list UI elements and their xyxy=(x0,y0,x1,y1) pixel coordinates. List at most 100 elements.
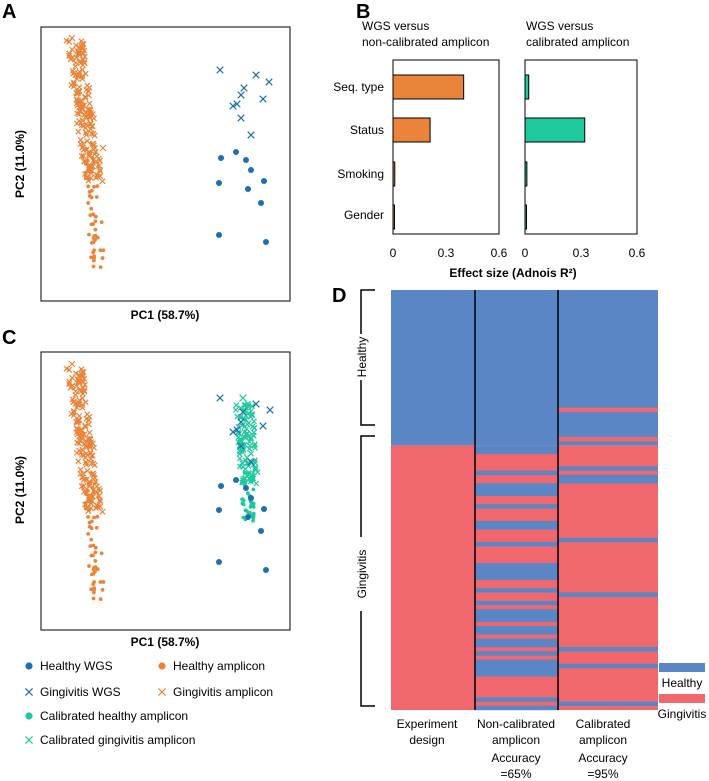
heatmap-cell-misclassified xyxy=(475,705,558,711)
gingivitis-amplicon-point xyxy=(79,404,86,411)
effect-size-bar xyxy=(524,74,530,100)
panel-label-d: D xyxy=(332,285,346,307)
gingivitis-amplicon-point xyxy=(91,481,98,488)
heatmap-cell-misclassified xyxy=(558,474,658,480)
healthy-wgs-point xyxy=(243,157,249,163)
healthy-wgs-point xyxy=(245,186,251,192)
healthy-amplicon-point xyxy=(91,258,96,263)
gingivitis-amplicon-point xyxy=(76,412,83,420)
healthy-amplicon-point xyxy=(96,495,101,499)
healthy-amplicon-point xyxy=(89,170,94,174)
heatmap-cell-misclassified xyxy=(475,487,558,492)
gingivitis-amplicon-point xyxy=(76,51,83,59)
healthy-amplicon-point xyxy=(92,565,97,570)
gingivitis-amplicon-point xyxy=(68,360,76,368)
calibrated-gingivitis-amplicon-point xyxy=(251,424,258,431)
healthy-amplicon-point xyxy=(83,170,88,175)
gingivitis-wgs-point xyxy=(266,406,274,414)
gingivitis-amplicon-point xyxy=(75,128,82,135)
effect-size-bar xyxy=(392,74,465,100)
gingivitis-amplicon-point xyxy=(86,429,93,436)
calibrated-healthy-amplicon-point xyxy=(240,497,245,502)
healthy-amplicon-point xyxy=(89,537,94,542)
panel-b-category-smoking: Smoking xyxy=(337,167,384,181)
healthy-amplicon-point xyxy=(85,158,90,163)
gingivitis-wgs-point xyxy=(265,78,273,86)
panel-b-effect-size: WGS versus non-calibrated amplicon WGS v… xyxy=(333,19,645,280)
panel-b-xlabel-text: Effect size (Adnois R²) xyxy=(449,266,576,280)
healthy-amplicon-point xyxy=(95,503,100,508)
heatmap-cell-misclassified xyxy=(558,437,658,442)
healthy-amplicon-point xyxy=(83,506,88,511)
panel-d-col3-accuracy-label: Accuracy xyxy=(578,751,627,765)
heatmap-cell-misclassified xyxy=(475,588,558,593)
legend-item-label: Healthy WGS xyxy=(40,659,113,673)
gingivitis-amplicon-point xyxy=(96,157,104,164)
healthy-wgs-point xyxy=(248,495,254,501)
gingivitis-amplicon-point xyxy=(66,38,73,45)
gingivitis-wgs-point xyxy=(237,418,245,426)
healthy-amplicon-point xyxy=(89,519,94,524)
healthy-amplicon-point xyxy=(90,572,94,577)
heatmap-cell-misclassified xyxy=(475,613,558,618)
healthy-amplicon-point xyxy=(86,201,91,205)
gingivitis-amplicon-point xyxy=(72,391,79,398)
gingivitis-amplicon-point xyxy=(76,380,83,387)
heatmap-cell-misclassified xyxy=(475,445,558,450)
effect-size-bar xyxy=(392,117,431,143)
legend-cross-marker xyxy=(24,687,34,697)
panel-d-legend-gingivitis-label: Gingivitis xyxy=(658,707,707,721)
gingivitis-amplicon-point xyxy=(91,462,98,469)
healthy-amplicon-point xyxy=(86,184,91,189)
healthy-amplicon-point xyxy=(84,476,89,481)
healthy-amplicon-point xyxy=(89,500,94,505)
panel-b2-title-line2: calibrated amplicon xyxy=(526,35,629,49)
healthy-amplicon-point xyxy=(83,176,88,181)
healthy-amplicon-point xyxy=(98,265,103,270)
calibrated-healthy-amplicon-point xyxy=(241,478,246,482)
healthy-amplicon-point xyxy=(100,256,105,260)
healthy-amplicon-point xyxy=(93,219,98,224)
gingivitis-amplicon-point xyxy=(77,386,84,393)
gingivitis-amplicon-point xyxy=(68,383,75,390)
healthy-amplicon-point xyxy=(95,184,100,188)
gingivitis-wgs-point xyxy=(259,422,267,430)
gingivitis-amplicon-point xyxy=(99,508,106,515)
calibrated-gingivitis-amplicon-point xyxy=(248,450,255,457)
panel-a-pca: PC1 (58.7%) PC2 (11.0%) xyxy=(13,26,291,322)
panel-d-col2-accuracy-label: Accuracy xyxy=(491,751,540,765)
healthy-wgs-point xyxy=(216,180,222,186)
healthy-amplicon-point xyxy=(99,220,104,224)
calibrated-gingivitis-amplicon-point xyxy=(245,403,252,410)
heatmap-cell-misclassified xyxy=(475,525,558,530)
gingivitis-amplicon-point xyxy=(70,69,78,77)
gingivitis-amplicon-point xyxy=(75,419,82,426)
legend-cross-marker xyxy=(24,735,34,745)
gingivitis-amplicon-point xyxy=(69,46,76,53)
heatmap-cell-misclassified xyxy=(475,571,558,576)
gingivitis-amplicon-point xyxy=(85,416,92,423)
calibrated-gingivitis-amplicon-point xyxy=(233,402,240,409)
panel-b2-tick-2: 0.6 xyxy=(629,246,646,260)
gingivitis-amplicon-point xyxy=(74,417,81,424)
heatmap-cell-misclassified xyxy=(475,491,558,496)
scatter-legend: Healthy WGS Healthy amplicon Gingivitis WG… xyxy=(24,659,273,747)
calibrated-healthy-amplicon-point xyxy=(240,501,245,506)
healthy-amplicon-point xyxy=(86,531,91,536)
effect-size-bar xyxy=(392,161,396,187)
legend-item: Calibrated gingivitis amplicon xyxy=(24,733,195,747)
heatmap-cell-misclassified xyxy=(558,701,658,706)
panel-d-gingivitis-bracket-gap xyxy=(352,537,370,611)
healthy-amplicon-point xyxy=(88,544,93,549)
gingivitis-amplicon-point xyxy=(73,449,80,456)
calibrated-gingivitis-amplicon-point xyxy=(232,406,239,413)
calibrated-gingivitis-amplicon-point xyxy=(242,457,249,464)
gingivitis-amplicon-point xyxy=(84,137,91,145)
heatmap-cell-misclassified xyxy=(558,479,658,484)
calibrated-gingivitis-amplicon-point xyxy=(251,442,258,449)
healthy-amplicon-point xyxy=(87,177,92,182)
healthy-amplicon-point xyxy=(84,146,89,151)
gingivitis-amplicon-point xyxy=(83,461,90,468)
panel-b2-title-line1: WGS versus xyxy=(526,19,593,33)
healthy-amplicon-point xyxy=(92,234,97,239)
